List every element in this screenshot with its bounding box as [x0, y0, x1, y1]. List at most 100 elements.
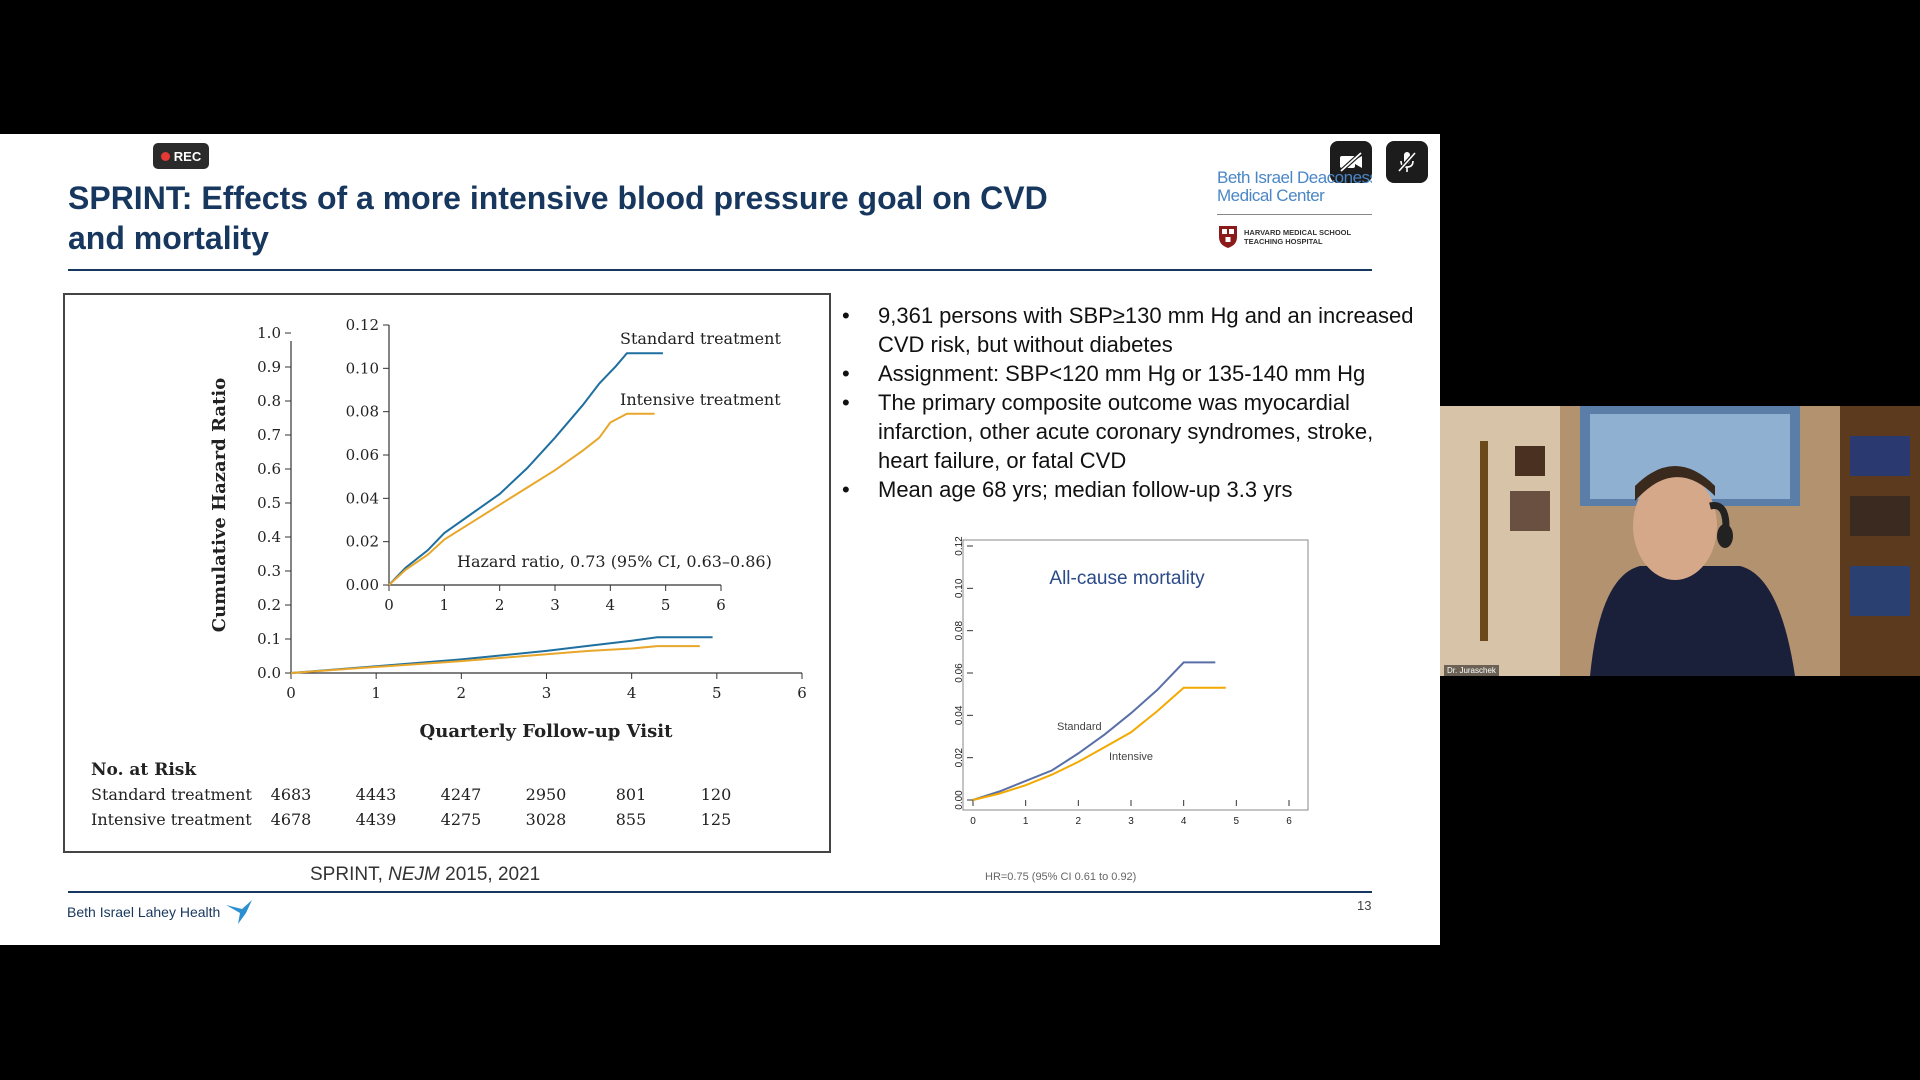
hms-logo: HARVARD MEDICAL SCHOOL TEACHING HOSPITAL	[1218, 225, 1351, 249]
series-line-intensive	[972, 686, 1226, 801]
mortality-hr: HR=0.75 (95% CI 0.61 to 0.92)	[985, 871, 1136, 883]
mortality-label-standard: Standard	[1057, 721, 1102, 733]
y-tick-label: 0.00	[346, 576, 379, 594]
y-tick-label: 0.02	[954, 747, 965, 767]
y-tick-label: 0.0	[257, 664, 281, 682]
camera-off-button[interactable]	[1330, 141, 1372, 183]
risk-cell: 855	[616, 810, 647, 829]
y-tick-label: 0.7	[257, 426, 281, 444]
hms-line-1: HARVARD MEDICAL SCHOOL	[1244, 228, 1352, 237]
bullet-item: • Assignment: SBP<120 mm Hg or 135-140 mm…	[842, 361, 1366, 386]
x-tick-label: 0	[970, 816, 976, 827]
risk-cell: 4247	[441, 785, 482, 804]
bullet-list: • 9,361 persons with SBP≥130 mm Hg and a…	[842, 301, 1422, 504]
x-tick-label: 2	[457, 684, 467, 702]
bird-logo-icon	[226, 900, 253, 924]
legend-standard: Standard treatment	[620, 329, 781, 348]
y-tick-label: 0.8	[257, 392, 281, 410]
title-line-2: and mortality	[68, 220, 269, 256]
risk-cell: 4443	[356, 785, 397, 804]
y-tick-label: 0.02	[346, 533, 379, 551]
main-ylabel: Cumulative Hazard Ratio	[209, 378, 230, 632]
rec-label: REC	[173, 148, 202, 164]
y-tick-label: 0.5	[257, 494, 281, 512]
x-tick-label: 6	[716, 596, 726, 614]
series-line-standard	[972, 661, 1216, 801]
y-tick-label: 0.06	[954, 663, 965, 683]
x-tick-label: 2	[1076, 816, 1082, 827]
harvard-shield-icon	[1219, 226, 1237, 248]
x-tick-label: 1	[1023, 816, 1029, 827]
webcam-frame	[1440, 406, 1920, 676]
video-off-icon	[1339, 151, 1363, 173]
y-tick-label: 0.2	[257, 596, 281, 614]
mortality-title: All-cause mortality	[1049, 568, 1205, 589]
series-line-standard-treatment	[388, 352, 663, 586]
y-tick-label: 0.08	[954, 620, 965, 640]
y-tick-label: 0.6	[257, 460, 281, 478]
risk-row-label: Standard treatment	[91, 785, 252, 804]
x-tick-label: 2	[495, 596, 505, 614]
km-figure: 0.0 0.1 0.2 0.3 0.4 0.5 0.6 0.7 0.8 0.9 1.0 0 1 2 3 4 5…	[63, 293, 831, 853]
hms-line-2: TEACHING HOSPITAL	[1244, 237, 1323, 246]
bidmc-logo: Beth Israel Deaconess Medical Center	[1217, 169, 1372, 205]
x-tick-label: 6	[797, 684, 807, 702]
x-tick-label: 1	[440, 596, 450, 614]
caption-journal: NEJM	[388, 864, 440, 885]
participant-video[interactable]	[1440, 406, 1920, 676]
y-tick-label: 0.06	[346, 446, 379, 464]
logo-line-1: Beth Israel Deaconess	[1217, 169, 1372, 187]
y-tick-label: 1.0	[257, 324, 281, 342]
bullet-item: • 9,361 persons with SBP≥130 mm Hg and a…	[842, 303, 1414, 357]
footer-logo-text: Beth Israel Lahey Health	[67, 904, 221, 920]
y-tick-label: 0.12	[346, 316, 379, 334]
series-line-intensive-treatment	[290, 645, 700, 674]
x-tick-label: 5	[712, 684, 722, 702]
title-underline	[68, 269, 1372, 271]
x-tick-label: 4	[627, 684, 637, 702]
main-xlabel: Quarterly Follow-up Visit	[420, 721, 674, 742]
y-tick-label: 0.10	[346, 359, 379, 377]
x-tick-label: 0	[384, 596, 394, 614]
x-tick-label: 5	[661, 596, 671, 614]
footer-logo: Beth Israel Lahey Health	[67, 899, 254, 925]
risk-cell: 4275	[441, 810, 482, 829]
x-tick-label: 3	[550, 596, 560, 614]
y-tick-label: 0.4	[257, 528, 281, 546]
figure-caption: SPRINT, NEJM 2015, 2021	[310, 864, 540, 886]
y-tick-label: 0.1	[257, 630, 281, 648]
mortality-plot-frame	[962, 539, 1309, 811]
x-tick-label: 3	[1128, 816, 1134, 827]
risk-cell: 125	[701, 810, 732, 829]
page-number: 13	[1357, 898, 1372, 913]
risk-cell: 3028	[526, 810, 567, 829]
risk-cell: 4683	[271, 785, 312, 804]
x-tick-label: 0	[286, 684, 296, 702]
risk-table-title: No. at Risk	[91, 760, 197, 780]
risk-row-label: Intensive treatment	[91, 810, 252, 829]
risk-cell: 2950	[526, 785, 567, 804]
y-tick-label: 0.04	[346, 489, 379, 507]
y-tick-label: 0.08	[346, 403, 379, 421]
x-tick-label: 3	[542, 684, 552, 702]
y-tick-label: 0.9	[257, 358, 281, 376]
logo-divider	[1217, 214, 1372, 215]
mortality-label-intensive: Intensive	[1109, 751, 1153, 763]
footer-line	[68, 891, 1372, 893]
risk-cell: 120	[701, 785, 732, 804]
series-line-intensive-treatment	[388, 412, 655, 586]
x-tick-label: 5	[1234, 816, 1240, 827]
caption-prefix: SPRINT,	[310, 864, 389, 885]
slide-title: SPRINT: Effects of a more intensive bloo…	[68, 178, 1108, 258]
bullet-item: • Mean age 68 yrs; median follow-up 3.3 y…	[842, 477, 1293, 502]
mic-off-icon	[1397, 151, 1417, 173]
mic-off-button[interactable]	[1386, 141, 1428, 183]
record-dot-icon	[160, 151, 170, 161]
risk-cell: 4678	[271, 810, 312, 829]
risk-cell: 801	[616, 785, 647, 804]
y-tick-label: 0.3	[257, 562, 281, 580]
y-tick-label: 0.00	[954, 790, 965, 810]
x-tick-label: 4	[606, 596, 616, 614]
bullet-item: • The primary composite outcome was myoca…	[842, 390, 1374, 473]
title-line-1: SPRINT: Effects of a more intensive bloo…	[68, 180, 1048, 216]
